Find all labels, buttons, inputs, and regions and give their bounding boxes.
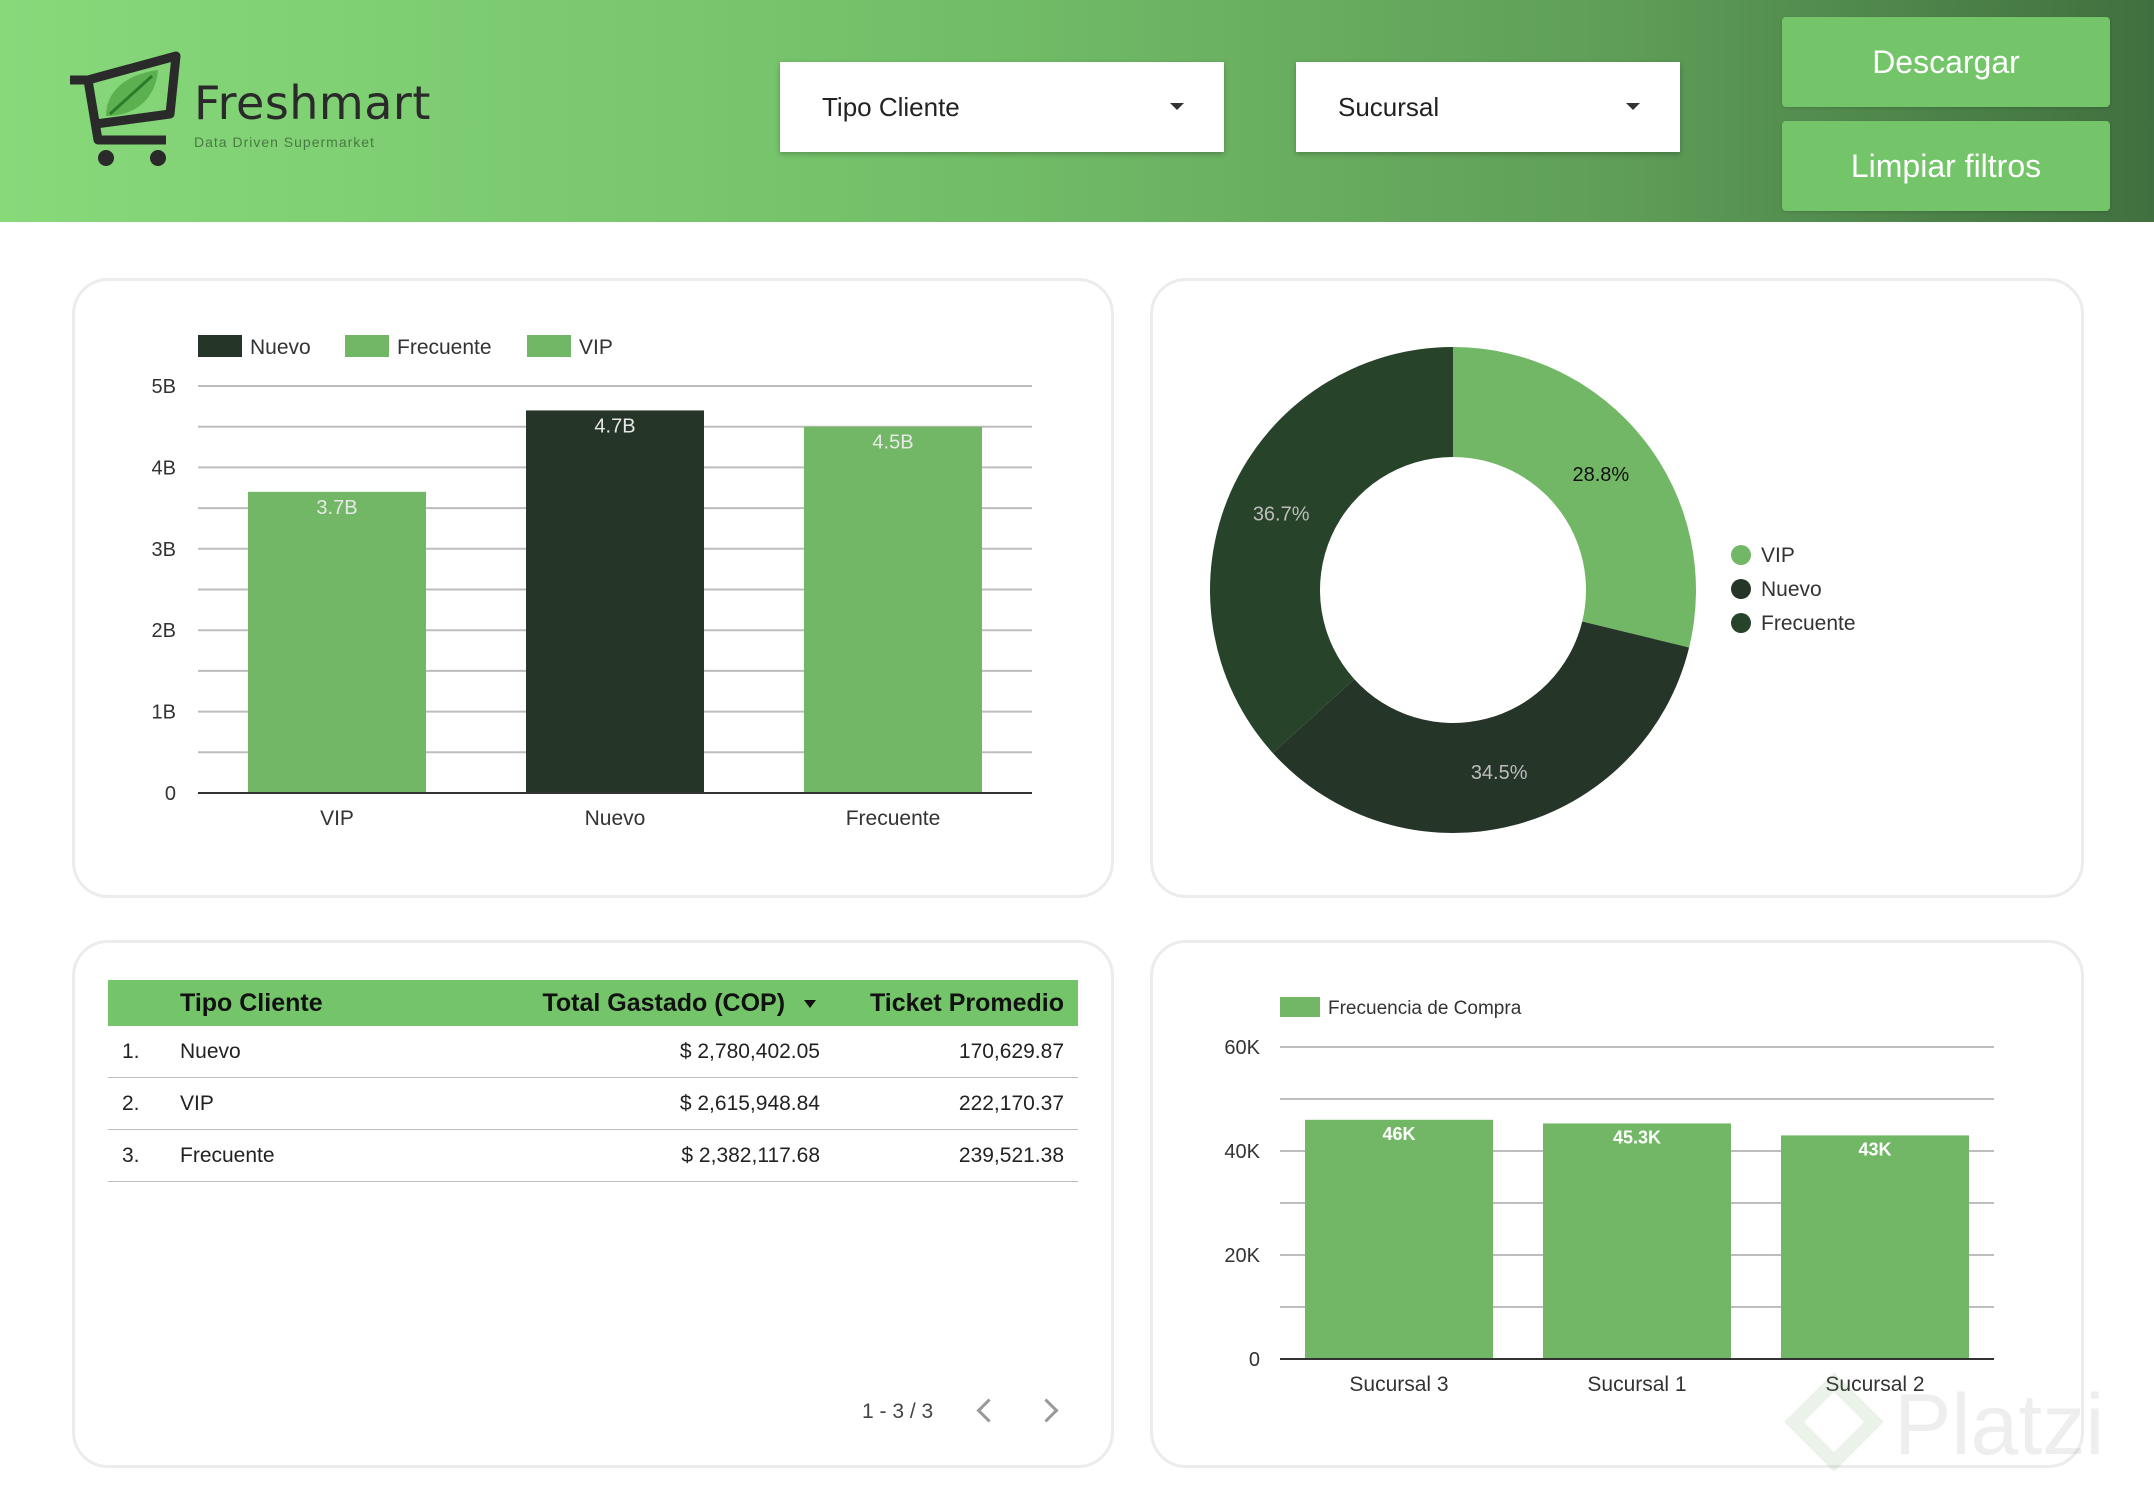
pagination-label: 1 - 3 / 3 [862,1400,934,1423]
table-row: 3. Frecuente $ 2,382,117.68 239,521.38 [108,1130,1078,1182]
freshmart-logo: Freshmart Data Driven Supermarket [66,50,430,170]
bar [1305,1119,1493,1359]
tipo-cliente-filter[interactable]: Tipo Cliente [780,62,1224,152]
y-tick-label: 4B [152,457,176,479]
sort-desc-icon [804,1000,816,1009]
table-header-row: Tipo Cliente Total Gastado (COP) Ticket … [108,980,1078,1026]
row-total: $ 2,780,402.05 [679,1040,820,1063]
download-button[interactable]: Descargar [1782,17,2110,107]
bar [1543,1123,1731,1359]
row-ticket: 222,170.37 [958,1092,1064,1115]
y-tick-label: 20K [1224,1245,1260,1267]
legend-dot [1731,545,1751,565]
bar-value-label: 4.5B [872,432,913,454]
x-tick-label: Sucursal 2 [1825,1373,1924,1396]
customer-spending-table: Tipo Cliente Total Gastado (COP) Ticket … [108,980,1078,1182]
row-ticket: 239,521.38 [958,1144,1064,1167]
column-header-tipo[interactable]: Tipo Cliente [180,989,323,1017]
header-bar: Freshmart Data Driven Supermarket Tipo C… [0,0,2154,222]
legend-swatch [345,335,389,357]
column-header-total-label: Total Gastado (COP) [542,989,786,1017]
row-ticket: 170,629.87 [958,1040,1064,1063]
x-tick-label: Frecuente [846,807,941,830]
bar-value-label: 46K [1382,1124,1415,1144]
branch-frequency-bar-chart: Frecuencia de Compra 0 20K 40K 60K 46K Sucursa… [1224,997,1994,1396]
bar [1781,1135,1969,1359]
slice-value-label: 34.5% [1471,762,1528,784]
platzi-logo-icon [1784,1372,1884,1472]
row-index: 3. [122,1144,140,1167]
y-tick-label: 0 [165,783,176,805]
legend-swatch [1280,997,1320,1017]
tipo-cliente-filter-label: Tipo Cliente [822,91,960,122]
table-row: 1. Nuevo $ 2,780,402.05 170,629.87 [108,1026,1078,1078]
legend-label: Frecuente [1761,612,1856,635]
slice-value-label: 36.7% [1253,504,1310,526]
y-tick-label: 5B [152,376,176,398]
legend-dot [1731,579,1751,599]
y-tick-label: 1B [152,702,176,724]
customer-type-donut-chart: 28.8% 34.5% 36.7% VIP Nuevo Frecuente [1210,347,1856,833]
bar [248,491,426,793]
row-index: 2. [122,1092,140,1115]
y-tick-label: 2B [152,620,176,642]
legend-label: VIP [579,336,613,359]
brand-name: Freshmart [194,76,431,130]
bar-value-label: 3.7B [316,497,357,519]
x-tick-label: Sucursal 3 [1349,1373,1448,1396]
bar [804,426,982,793]
bar-value-label: 43K [1858,1139,1891,1159]
donut-slice [1272,621,1690,833]
customer-table-card [72,940,1114,1468]
row-tipo: Frecuente [180,1144,275,1167]
column-header-total[interactable]: Total Gastado (COP) [542,980,816,1026]
donut-slice [1210,347,1453,753]
bar [526,410,704,793]
row-tipo: Nuevo [180,1040,241,1063]
table-row: 2. VIP $ 2,615,948.84 222,170.37 [108,1078,1078,1130]
legend-dot [1731,613,1751,633]
slice-value-label: 28.8% [1572,464,1629,486]
row-index: 1. [122,1040,140,1063]
y-tick-label: 0 [1249,1349,1260,1371]
legend-swatch [198,335,242,357]
bar-value-label: 45.3K [1613,1127,1661,1147]
bar-value-label: 4.7B [594,415,635,437]
cart-icon [70,51,181,166]
sucursal-filter[interactable]: Sucursal [1296,62,1680,152]
legend-label: Nuevo [1761,578,1822,601]
row-total: $ 2,615,948.84 [679,1092,820,1115]
customer-type-bar-chart: Nuevo Frecuente VIP 0 1B 2B 3B 4B 5B 3.7B VIP 4.7B N… [152,335,1032,830]
brand-tagline: Data Driven Supermarket [194,134,375,150]
sucursal-filter-label: Sucursal [1338,91,1440,122]
x-tick-label: Sucursal 1 [1587,1373,1686,1396]
caret-down-icon [1626,103,1640,110]
legend-label: Nuevo [250,336,311,359]
caret-down-icon [1170,103,1184,110]
donut-slice [1453,347,1696,648]
y-tick-label: 60K [1224,1037,1260,1059]
legend-label: Frecuencia de Compra [1328,998,1522,1019]
column-header-ticket[interactable]: Ticket Promedio [869,989,1064,1017]
x-tick-label: VIP [320,807,354,830]
row-total: $ 2,382,117.68 [681,1144,820,1167]
legend-label: Frecuente [397,336,492,359]
row-tipo: VIP [180,1092,214,1115]
legend-label: VIP [1761,544,1795,567]
legend-swatch [527,335,571,357]
y-tick-label: 40K [1224,1141,1260,1163]
platzi-watermark: Platzi [1784,1372,2104,1473]
clear-filters-button[interactable]: Limpiar filtros [1782,121,2110,211]
watermark-text: Platzi [1894,1377,2104,1473]
x-tick-label: Nuevo [585,807,646,830]
y-tick-label: 3B [152,539,176,561]
